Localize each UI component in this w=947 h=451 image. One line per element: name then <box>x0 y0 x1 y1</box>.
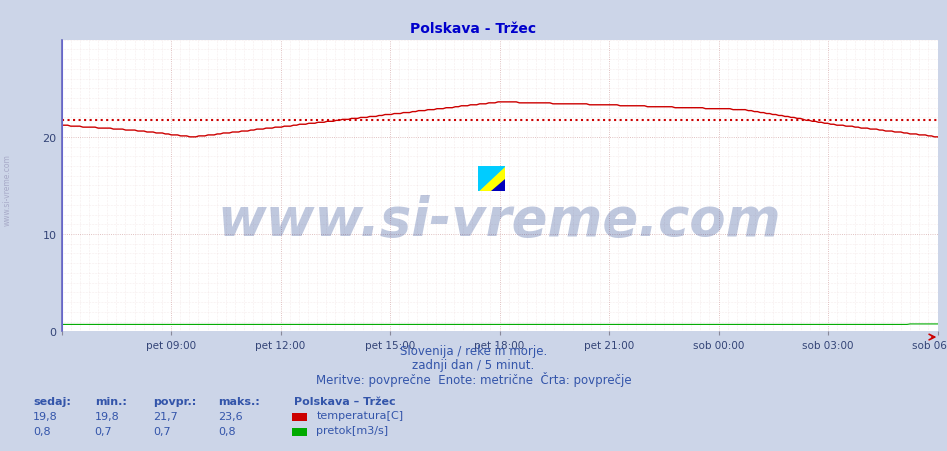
Polygon shape <box>478 167 505 192</box>
Text: Slovenija / reke in morje.: Slovenija / reke in morje. <box>400 344 547 357</box>
Text: Polskava - Tržec: Polskava - Tržec <box>410 23 537 36</box>
Text: 0,7: 0,7 <box>153 426 171 436</box>
Text: 0,8: 0,8 <box>33 426 51 436</box>
Text: 21,7: 21,7 <box>153 411 178 421</box>
Text: Polskava – Tržec: Polskava – Tržec <box>294 396 395 405</box>
Text: pretok[m3/s]: pretok[m3/s] <box>316 425 388 435</box>
Text: min.:: min.: <box>95 396 127 405</box>
Text: sedaj:: sedaj: <box>33 396 71 405</box>
Text: zadnji dan / 5 minut.: zadnji dan / 5 minut. <box>412 359 535 372</box>
Text: povpr.:: povpr.: <box>153 396 197 405</box>
Text: 0,8: 0,8 <box>218 426 236 436</box>
Text: 0,7: 0,7 <box>95 426 113 436</box>
Text: 19,8: 19,8 <box>95 411 119 421</box>
Text: Meritve: povprečne  Enote: metrične  Črta: povprečje: Meritve: povprečne Enote: metrične Črta:… <box>315 371 632 386</box>
Text: maks.:: maks.: <box>218 396 259 405</box>
Text: temperatura[C]: temperatura[C] <box>316 410 403 420</box>
Text: www.si-vreme.com: www.si-vreme.com <box>3 153 12 226</box>
Text: 19,8: 19,8 <box>33 411 58 421</box>
Polygon shape <box>491 179 505 192</box>
Text: www.si-vreme.com: www.si-vreme.com <box>218 195 781 247</box>
Polygon shape <box>478 167 505 192</box>
Text: 23,6: 23,6 <box>218 411 242 421</box>
